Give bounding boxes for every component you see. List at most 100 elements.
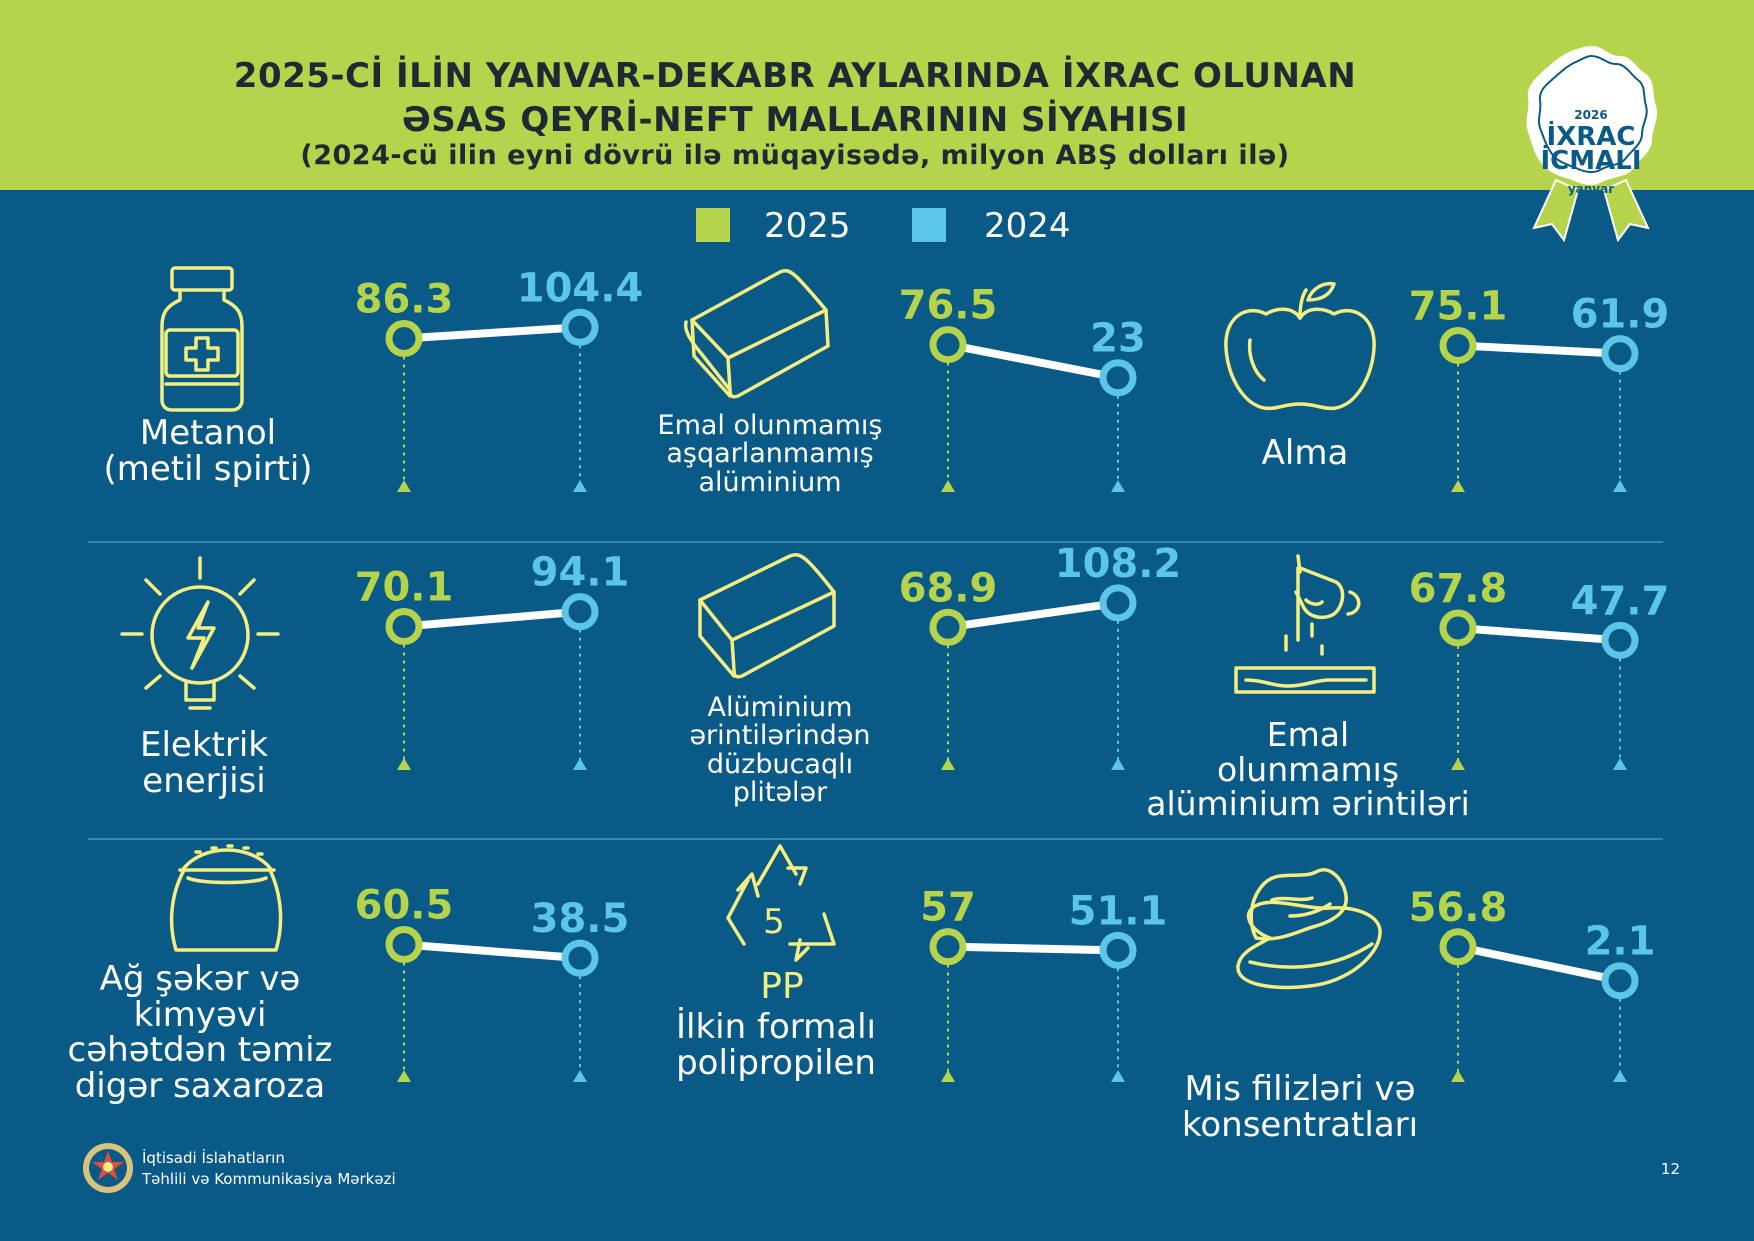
molten-metal-pour-icon — [1234, 554, 1376, 694]
category-label-line: Emal — [1266, 715, 1350, 754]
aluminium-plate-icon — [698, 553, 836, 679]
axis-marker-2024 — [1111, 1070, 1125, 1082]
category-label-line: İlkin formalı — [676, 1007, 876, 1047]
value-label-2024: 23 — [1090, 316, 1146, 362]
category-label-line: cəhətdən təmiz — [67, 1030, 333, 1071]
value-label-2025: 57 — [920, 885, 976, 931]
value-label-2025: 56.8 — [1409, 885, 1508, 931]
export-summary-badge: 2026 İXRAC İCMALI yanvar — [1516, 40, 1666, 250]
org-name: İqtisadi İslahatların Təhlili və Kommuni… — [142, 1148, 396, 1190]
point-2025 — [385, 608, 423, 646]
state-emblem-icon — [83, 1143, 133, 1193]
recycle-pp-icon — [726, 844, 836, 962]
axis-marker-2024 — [1111, 758, 1125, 770]
category-marks-8: 56.8 2.1 — [1409, 885, 1655, 1082]
value-label-2024: 104.4 — [517, 265, 644, 311]
category-marks-4: 68.9 108.2 — [899, 541, 1182, 770]
category-label-line: ərintilərindən — [689, 720, 871, 752]
axis-marker-2024 — [573, 758, 587, 770]
apple-icon — [1224, 281, 1376, 411]
point-2024 — [561, 939, 599, 977]
category-label-line: Metanol — [139, 413, 277, 453]
row-divider-2 — [88, 838, 1663, 840]
point-2025 — [929, 928, 967, 966]
series-line — [944, 598, 1122, 632]
value-label-2025: 75.1 — [1409, 283, 1508, 329]
light-bulb-icon — [120, 556, 280, 710]
legend-swatch-2024 — [912, 208, 946, 242]
category-label-line: (metil spirti) — [103, 448, 313, 489]
axis-marker-2024 — [1111, 480, 1125, 492]
axis-marker-2025 — [1451, 758, 1465, 770]
value-label-2025: 70.1 — [355, 565, 454, 611]
axis-marker-2024 — [573, 1070, 587, 1082]
badge-year: 2026 — [1574, 108, 1608, 122]
page-title-line1: 2025-Cİ İLİN YANVAR-DEKABR AYLARINDA İXR… — [233, 56, 1357, 96]
value-label-2024: 94.1 — [531, 550, 630, 596]
point-2024 — [1099, 359, 1137, 397]
series-line — [1454, 942, 1624, 985]
category-label-4: Alüminium ərintilərindən düzbucaqlı plitələ… — [580, 693, 980, 807]
series-line — [944, 340, 1122, 382]
series-line — [400, 940, 584, 963]
point-2025 — [1439, 326, 1477, 364]
point-2025 — [929, 326, 967, 364]
page-title-line2: ƏSAS QEYRİ-NEFT MALLARININ SİYAHISI — [401, 100, 1189, 140]
category-label-line: Elektrik — [140, 725, 268, 765]
axis-marker-2024 — [1613, 1070, 1627, 1082]
category-marks-0: 86.3 104.4 — [355, 265, 644, 492]
category-label-line: olunmamış — [1216, 749, 1400, 789]
category-label-1: Emal olunmamış aşqarlanmamış alüminium — [570, 410, 970, 497]
badge-line1: İXRAC — [1546, 122, 1636, 152]
org-name-line1: İqtisadi İslahatların — [142, 1149, 285, 1167]
axis-marker-2025 — [941, 480, 955, 492]
category-label-line: Ağ şəkər və — [99, 959, 301, 999]
axis-marker-2025 — [1451, 1070, 1465, 1082]
category-label-2: Alma — [1105, 433, 1505, 473]
value-label-2025: 67.8 — [1409, 566, 1508, 612]
category-label-line: enerjisi — [142, 760, 266, 801]
aluminium-block-icon — [683, 269, 830, 399]
category-label-line: aşqarlanmamış — [666, 438, 874, 470]
category-marks-1: 76.5 23 — [899, 283, 1146, 492]
category-marks-7: 57 51.1 — [920, 885, 1167, 1082]
category-marks-5: 67.8 47.7 — [1409, 566, 1670, 770]
axis-marker-2025 — [941, 758, 955, 770]
row-divider-1 — [88, 541, 1663, 543]
medicine-bottle-icon — [160, 266, 244, 412]
value-label-2024: 108.2 — [1055, 541, 1182, 587]
point-2025 — [1439, 609, 1477, 647]
sugar-sack-icon — [169, 844, 283, 952]
recycle-pp-text: PP — [760, 966, 803, 1007]
point-2025 — [1439, 928, 1477, 966]
category-label-3: Elektrik enerjisi — [4, 725, 404, 801]
category-label-line: konsentratları — [1181, 1104, 1419, 1145]
header-band — [0, 0, 1754, 190]
badge-line3: yanvar — [1567, 182, 1615, 196]
chart-legend: 2025 2024 — [0, 202, 1754, 248]
copper-ore-icon — [1236, 868, 1382, 990]
point-2025 — [929, 608, 967, 646]
category-label-line: Emal olunmamış — [657, 410, 883, 441]
category-label-line: düzbucaqlı — [706, 748, 854, 780]
category-label-line: digər saxaroza — [74, 1066, 326, 1107]
category-label-8: Mis filizləri və konsentratları — [1100, 1069, 1500, 1145]
legend-swatch-2025 — [696, 208, 730, 242]
axis-marker-2025 — [397, 758, 411, 770]
category-label-line: Mis filizləri və — [1184, 1069, 1416, 1109]
rosette-icon — [1526, 46, 1658, 243]
point-2024 — [561, 308, 599, 346]
point-2024 — [561, 593, 599, 631]
point-2024 — [1099, 931, 1137, 969]
value-label-2024: 51.1 — [1069, 888, 1168, 934]
axis-marker-2025 — [1451, 480, 1465, 492]
value-label-2024: 47.7 — [1571, 578, 1670, 624]
category-label-0: Metanol (metil spirti) — [8, 413, 408, 489]
category-label-7: İlkin formalı polipropilen — [576, 1007, 976, 1081]
category-label-line: Alma — [1261, 433, 1349, 473]
page-number: 12 — [1660, 1160, 1680, 1178]
point-2024 — [1099, 584, 1137, 622]
category-marks-2: 75.1 61.9 — [1409, 283, 1669, 492]
recycle-code: 5 — [763, 902, 785, 942]
